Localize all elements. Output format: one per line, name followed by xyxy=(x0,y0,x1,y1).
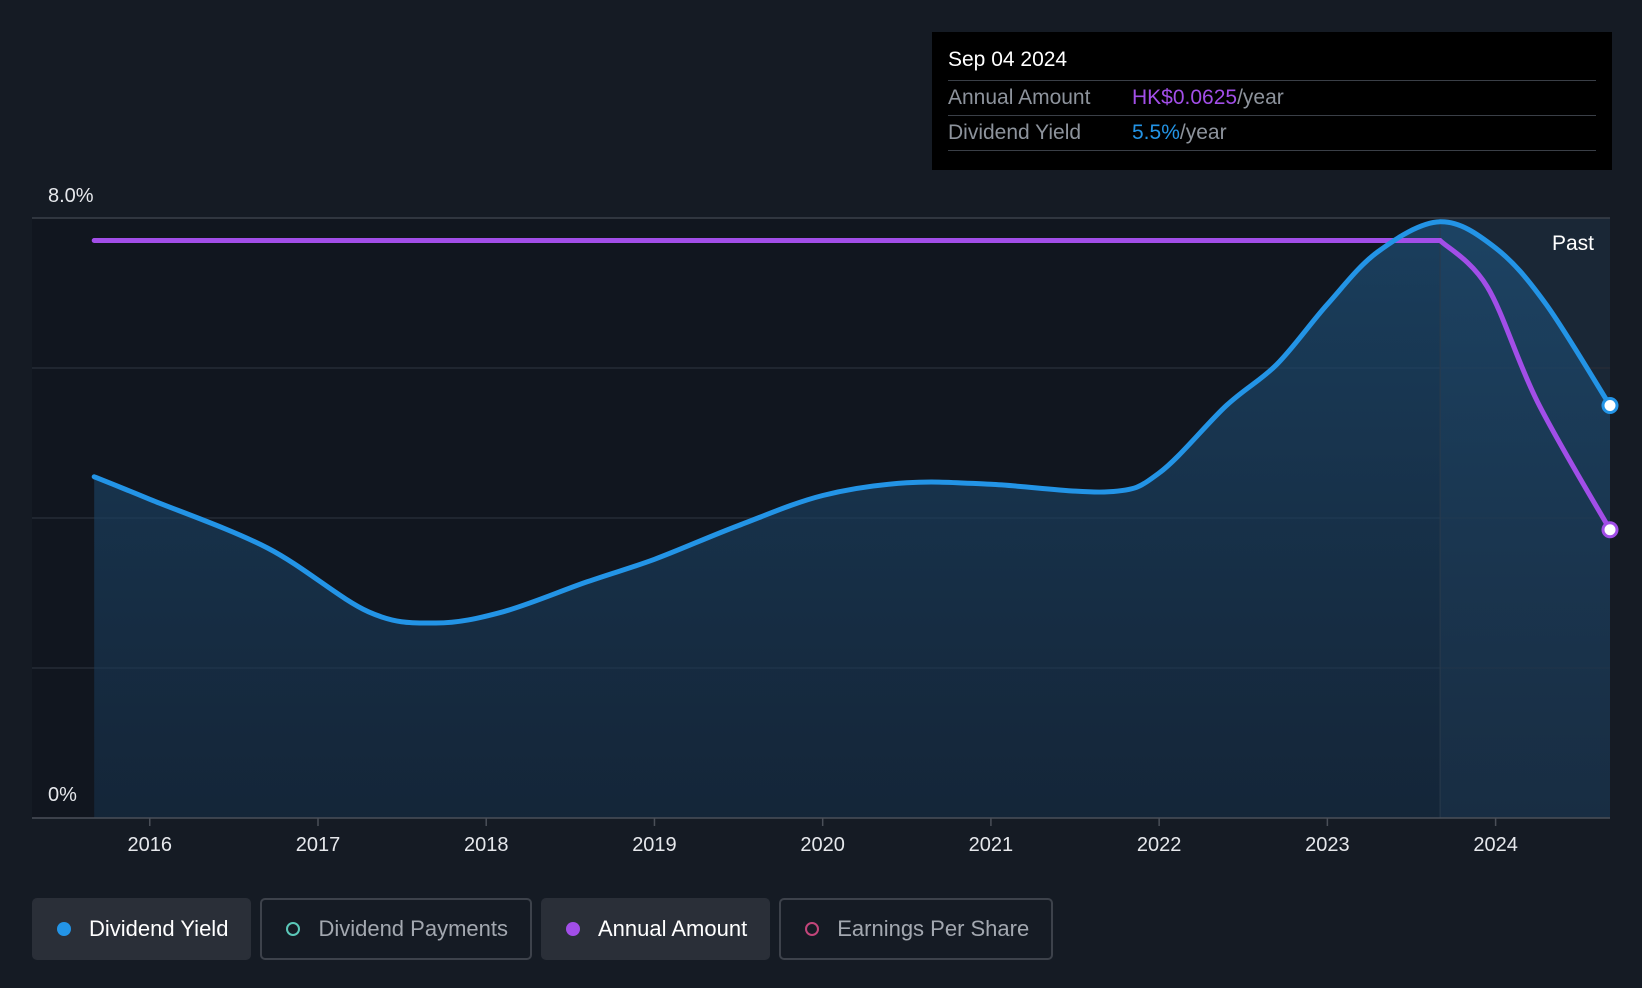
legend: Dividend Yield Dividend Payments Annual … xyxy=(32,898,1054,960)
y-axis-max-label: 8.0% xyxy=(48,185,94,207)
annual-amount-line xyxy=(91,238,1613,533)
legend-dividend-payments-label: Dividend Payments xyxy=(318,916,508,941)
past-label: Past xyxy=(1552,232,1594,255)
tooltip-yield-unit: /year xyxy=(1179,121,1227,144)
legend-dividend-payments[interactable]: Dividend Payments xyxy=(260,898,532,960)
tooltip-annual-value: HK$0.0625 xyxy=(1132,86,1238,109)
y-axis-min-label: 0% xyxy=(48,784,77,806)
tooltip-date: Sep 04 2024 xyxy=(948,46,1596,81)
dividend-yield-line xyxy=(91,219,1613,626)
legend-dividend-yield-dot-icon xyxy=(57,922,71,936)
tooltip-annual-row: Annual Amount HK$0.0625 /year xyxy=(948,81,1596,116)
tooltip-annual-label: Annual Amount xyxy=(948,86,1091,109)
x-tick-label: 2020 xyxy=(800,834,845,856)
x-tick-label: 2019 xyxy=(632,834,677,856)
x-axis-ticks: 2016 2017 2018 2019 2020 2021 2022 2023 2024 xyxy=(128,818,1518,856)
annual-amount-end-marker xyxy=(1601,521,1619,539)
x-tick-label: 2022 xyxy=(1137,834,1182,856)
x-tick-label: 2024 xyxy=(1473,834,1518,856)
tooltip-yield-value: 5.5% xyxy=(1132,121,1180,144)
tooltip-yield-label: Dividend Yield xyxy=(948,121,1082,144)
legend-earnings-per-share[interactable]: Earnings Per Share xyxy=(779,898,1054,960)
x-tick-label: 2023 xyxy=(1305,834,1350,856)
x-tick-label: 2016 xyxy=(128,834,173,856)
tooltip-annual-unit: /year xyxy=(1237,86,1284,109)
legend-dividend-yield[interactable]: Dividend Yield xyxy=(32,898,252,960)
dividend-yield-area xyxy=(94,221,1611,819)
legend-annual-amount-dot-icon xyxy=(565,922,580,936)
x-tick-label: 2017 xyxy=(296,834,341,856)
legend-dividend-yield-label: Dividend Yield xyxy=(89,916,229,941)
x-tick-label: 2021 xyxy=(969,834,1014,856)
legend-earnings-per-share-label: Earnings Per Share xyxy=(837,916,1030,941)
legend-dividend-payments-dot-icon xyxy=(286,922,301,936)
x-tick-label: 2018 xyxy=(464,834,509,856)
legend-annual-amount-label: Annual Amount xyxy=(597,916,748,941)
dividend-yield-end-marker xyxy=(1601,397,1619,414)
tooltip-yield-row: Dividend Yield 5.5% /year xyxy=(948,116,1596,151)
legend-annual-amount[interactable]: Annual Amount xyxy=(540,898,771,960)
legend-earnings-per-share-dot-icon xyxy=(805,922,820,936)
tooltip: Sep 04 2024 Annual Amount HK$0.0625 /yea… xyxy=(932,32,1612,170)
